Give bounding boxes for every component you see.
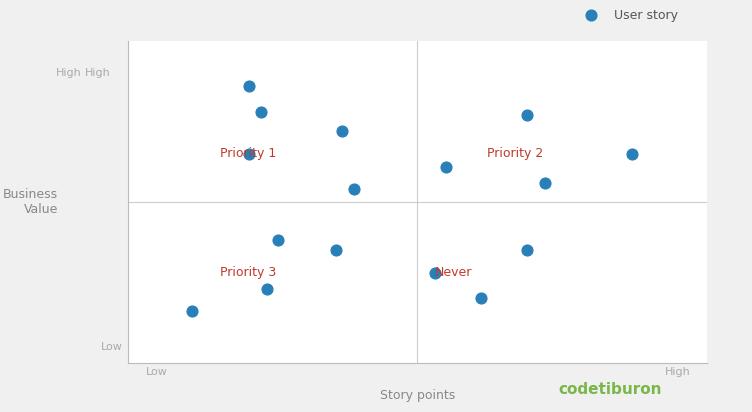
Point bbox=[521, 247, 533, 253]
Text: High: High bbox=[85, 68, 111, 78]
Text: Priority 1: Priority 1 bbox=[220, 147, 277, 160]
Point bbox=[347, 186, 359, 192]
Point bbox=[336, 128, 348, 134]
Text: Never: Never bbox=[435, 266, 472, 279]
Point bbox=[429, 269, 441, 276]
Point bbox=[441, 163, 453, 170]
Text: Priority 3: Priority 3 bbox=[220, 266, 277, 279]
Point bbox=[244, 83, 256, 89]
Text: Priority 2: Priority 2 bbox=[487, 147, 543, 160]
Point bbox=[244, 150, 256, 157]
Point bbox=[626, 150, 638, 157]
Y-axis label: Business
Value: Business Value bbox=[3, 188, 59, 216]
X-axis label: Story points: Story points bbox=[380, 389, 455, 402]
Point bbox=[272, 237, 284, 244]
Point bbox=[538, 179, 550, 186]
Point bbox=[521, 112, 533, 118]
Point bbox=[585, 12, 597, 19]
Point bbox=[330, 247, 342, 253]
Point bbox=[475, 295, 487, 302]
Point bbox=[186, 308, 198, 314]
Text: User story: User story bbox=[614, 9, 678, 22]
Text: High: High bbox=[56, 68, 81, 78]
Point bbox=[261, 286, 273, 292]
Text: codetiburon: codetiburon bbox=[558, 382, 662, 397]
Point bbox=[255, 109, 267, 115]
